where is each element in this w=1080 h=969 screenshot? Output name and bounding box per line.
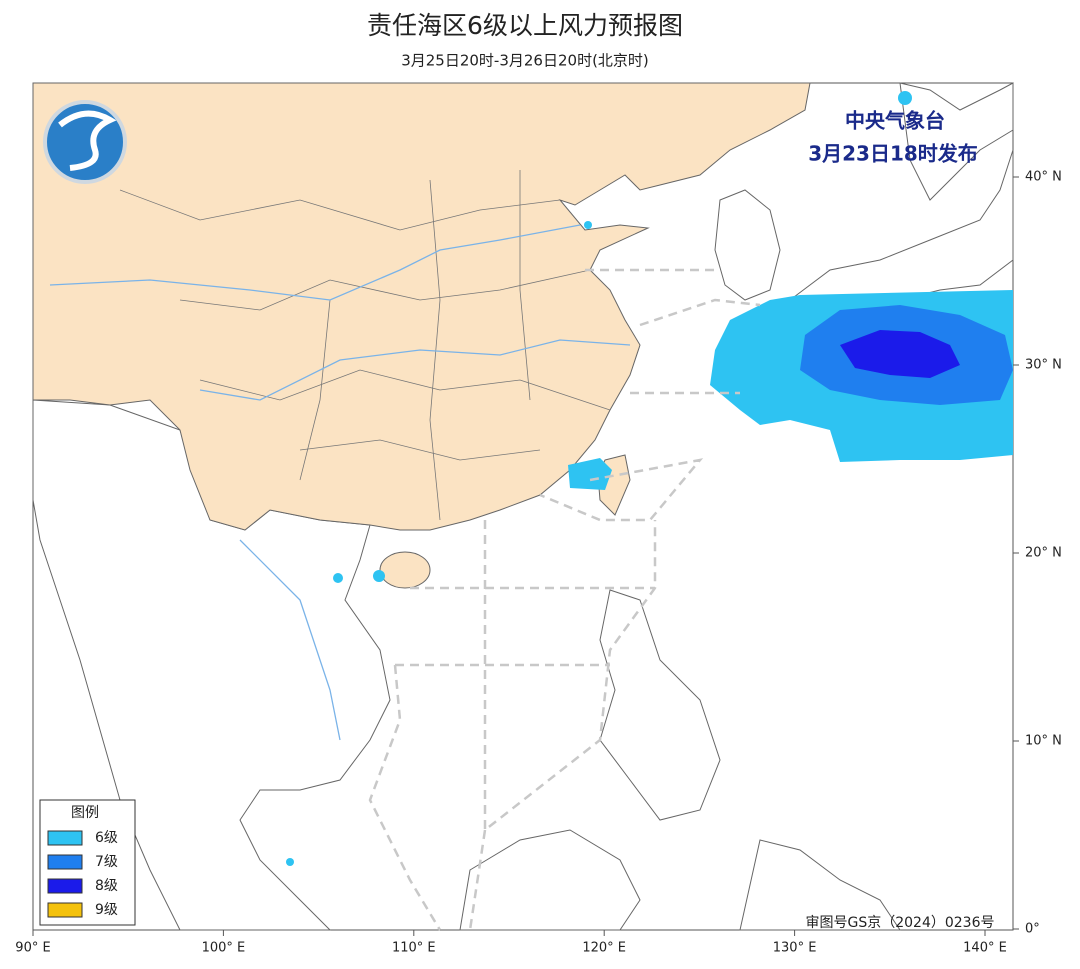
lon-label: 120° E	[582, 941, 626, 956]
lon-label: 140° E	[963, 941, 1007, 956]
map-area: 中央气象台 3月23日18时发布 图例 6级 7级 8级 9级 审图号GS京（2024…	[32, 82, 1014, 931]
axes: 40° N 30° N 20° N 10° N 0° 90° E 100° E 110° E 1…	[15, 170, 1062, 956]
sea-zone-lines	[368, 268, 761, 931]
wind-spot	[898, 91, 912, 105]
legend-swatch	[47, 830, 83, 846]
lat-label: 20° N	[1025, 546, 1062, 561]
logo-mark	[58, 110, 117, 171]
wind-area-8	[840, 330, 960, 378]
legend-swatch	[47, 878, 83, 894]
legend-label: 9级	[95, 902, 118, 918]
hainan	[379, 551, 431, 589]
lon-label: 100° E	[202, 941, 246, 956]
lon-label: 110° E	[392, 941, 436, 956]
title: 责任海区6级以上风力预报图	[367, 11, 683, 40]
wind-spot	[333, 573, 343, 583]
legend-label: 7级	[95, 854, 118, 870]
issuer-name: 中央气象台	[845, 109, 945, 133]
rivers	[49, 224, 631, 741]
wind-spot	[584, 221, 592, 229]
lon-label: 90° E	[15, 941, 50, 956]
subtitle: 3月25日20时-3月26日20时(北京时)	[401, 52, 649, 70]
wind-spot	[286, 858, 294, 866]
legend-swatch	[47, 902, 83, 918]
china-land	[32, 82, 811, 531]
lon-label: 130° E	[773, 941, 817, 956]
lat-label: 0°	[1025, 922, 1040, 937]
legend-label: 6级	[95, 830, 118, 846]
wind-spot	[373, 570, 385, 582]
philippines-borneo	[459, 589, 901, 931]
approval-number: 审图号GS京（2024）0236号	[806, 915, 995, 931]
legend-label: 8级	[95, 878, 118, 894]
lat-label: 30° N	[1025, 358, 1062, 373]
province-borders	[119, 170, 611, 521]
legend-swatch	[47, 854, 83, 870]
lat-label: 40° N	[1025, 170, 1062, 185]
wind-area-strait	[568, 458, 612, 490]
issue-time: 3月23日18时发布	[808, 142, 978, 166]
legend: 图例 6级 7级 8级 9级	[39, 799, 136, 926]
lat-label: 10° N	[1025, 734, 1062, 749]
legend-title: 图例	[71, 805, 99, 821]
